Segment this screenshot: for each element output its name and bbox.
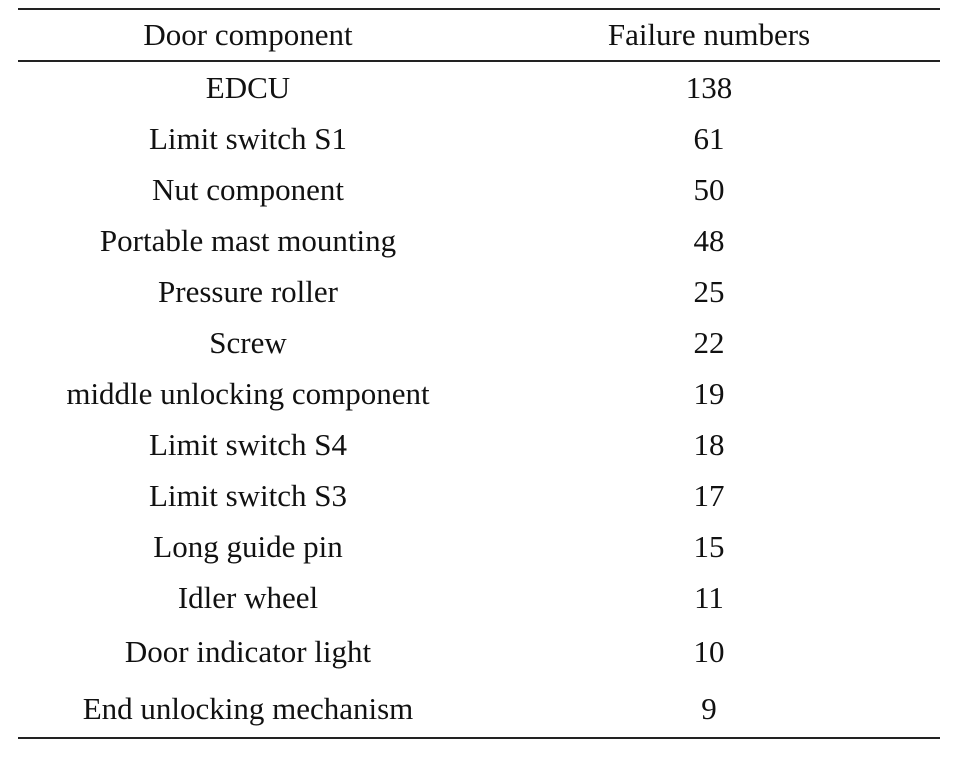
- component-cell: End unlocking mechanism: [18, 680, 478, 739]
- table-row: Pressure roller 25: [18, 266, 940, 317]
- failure-count-cell: 11: [694, 579, 724, 615]
- component-cell: Pressure roller: [158, 273, 338, 309]
- table-row: Long guide pin 15: [18, 521, 940, 572]
- component-cell: Limit switch S3: [148, 477, 348, 513]
- table-row: Nut component 50: [18, 164, 940, 215]
- table-row: Limit switch S1 61: [18, 113, 940, 164]
- component-cell: Portable mast mounting: [99, 222, 397, 258]
- failure-table: Door component Failure numbers EDCU 138 …: [18, 8, 940, 739]
- component-cell: Nut component: [152, 171, 344, 207]
- table-row: EDCU 138: [18, 61, 940, 113]
- failure-count-cell: 17: [693, 477, 725, 513]
- header-failure-numbers: Failure numbers: [478, 8, 940, 62]
- component-cell: middle unlocking component: [66, 375, 430, 411]
- failure-count-cell: 50: [693, 171, 725, 207]
- component-cell: Idler wheel: [177, 579, 319, 615]
- failure-count-cell: 61: [693, 120, 725, 156]
- failure-count-cell: 25: [693, 273, 725, 309]
- table-row: middle unlocking component 19: [18, 368, 940, 419]
- component-cell: EDCU: [205, 69, 291, 105]
- failure-count-cell: 22: [693, 324, 725, 360]
- failure-count-cell: 9: [478, 680, 940, 739]
- failure-count-cell: 15: [693, 528, 725, 564]
- component-cell: Limit switch S4: [148, 426, 348, 462]
- failure-count-cell: 138: [685, 69, 733, 105]
- failure-count-cell: 18: [693, 426, 725, 462]
- table-row: Screw 22: [18, 317, 940, 368]
- table-row: End unlocking mechanism 9: [18, 680, 940, 739]
- table-row: Door indicator light 10: [18, 623, 940, 680]
- component-cell: Door indicator light: [124, 633, 372, 669]
- table-row: Limit switch S3 17: [18, 470, 940, 521]
- failure-count-cell: 19: [693, 375, 725, 411]
- header-door-component: Door component: [18, 8, 478, 62]
- component-cell: Long guide pin: [153, 528, 343, 564]
- table-header-row: Door component Failure numbers: [18, 8, 940, 62]
- table-row: Portable mast mounting 48: [18, 215, 940, 266]
- table-row: Idler wheel 11: [18, 572, 940, 623]
- component-cell: Limit switch S1: [148, 120, 348, 156]
- failure-count-cell: 48: [693, 222, 725, 258]
- table-row: Limit switch S4 18: [18, 419, 940, 470]
- failure-count-cell: 10: [693, 633, 725, 669]
- component-cell: Screw: [209, 324, 287, 360]
- failure-table-container: Door component Failure numbers EDCU 138 …: [18, 8, 940, 739]
